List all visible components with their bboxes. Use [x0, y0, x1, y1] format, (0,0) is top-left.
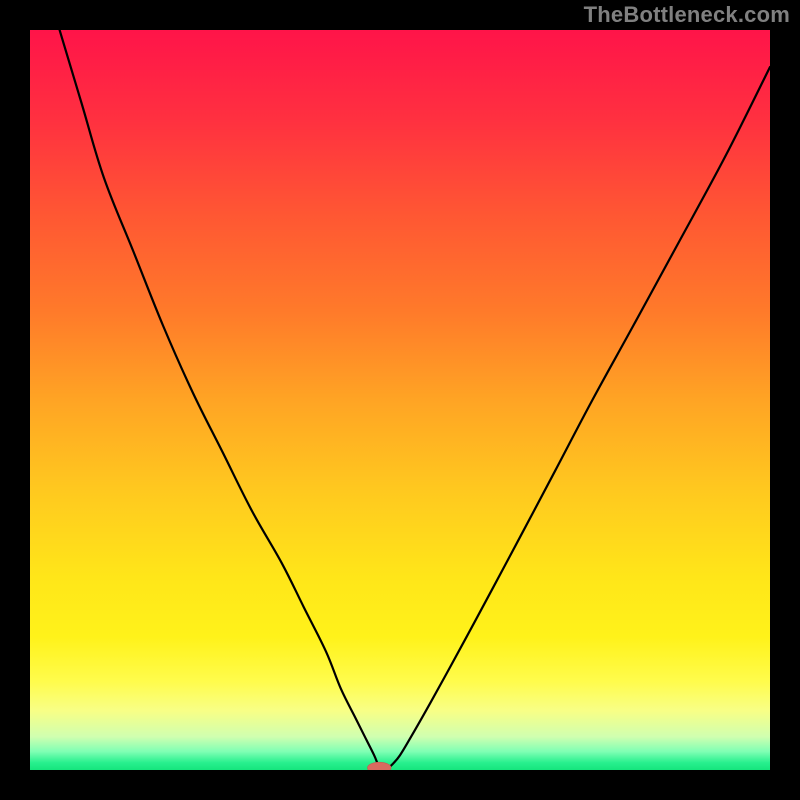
- watermark-text: TheBottleneck.com: [584, 2, 790, 28]
- chart-stage: TheBottleneck.com: [0, 0, 800, 800]
- gradient-background: [30, 30, 770, 770]
- bottleneck-chart: [0, 0, 800, 800]
